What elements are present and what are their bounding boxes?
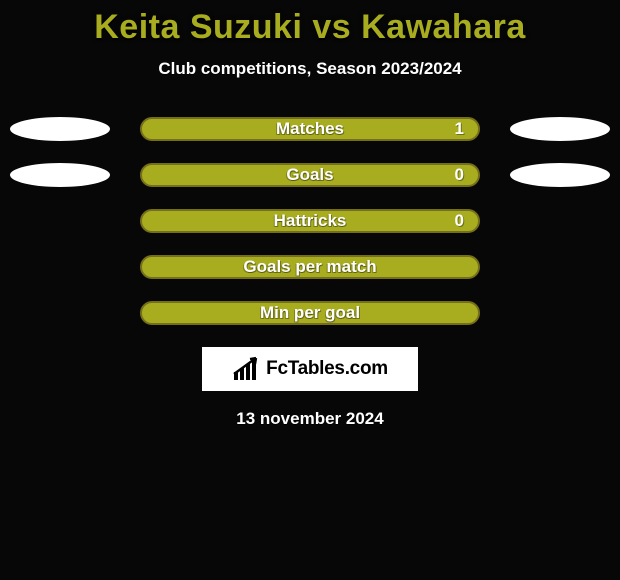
stat-bar: Goals per match — [140, 255, 480, 279]
stat-row-goals: Goals 0 — [0, 163, 620, 187]
snapshot-date: 13 november 2024 — [0, 409, 620, 429]
stat-rows: Matches 1 Goals 0 Hattricks 0 Goals per … — [0, 117, 620, 325]
stat-value: 0 — [455, 165, 464, 185]
stat-bar: Hattricks 0 — [140, 209, 480, 233]
stat-row-min-per-goal: Min per goal — [0, 301, 620, 325]
comparison-title: Keita Suzuki vs Kawahara — [0, 0, 620, 47]
stat-label: Goals per match — [243, 257, 376, 277]
comparison-subtitle: Club competitions, Season 2023/2024 — [0, 59, 620, 79]
stat-bar: Min per goal — [140, 301, 480, 325]
stat-value: 1 — [455, 119, 464, 139]
stat-label: Matches — [276, 119, 344, 139]
barchart-arrow-icon — [232, 356, 262, 382]
stat-value: 0 — [455, 211, 464, 231]
stat-row-hattricks: Hattricks 0 — [0, 209, 620, 233]
right-marker-ellipse — [510, 163, 610, 187]
stat-bar: Matches 1 — [140, 117, 480, 141]
stat-bar: Goals 0 — [140, 163, 480, 187]
stat-label: Hattricks — [274, 211, 347, 231]
logo-text: FcTables.com — [266, 358, 388, 380]
fctables-logo[interactable]: FcTables.com — [202, 347, 418, 391]
stat-label: Min per goal — [260, 303, 360, 323]
left-marker-ellipse — [10, 117, 110, 141]
stat-row-matches: Matches 1 — [0, 117, 620, 141]
stat-row-goals-per-match: Goals per match — [0, 255, 620, 279]
right-marker-ellipse — [510, 117, 610, 141]
stat-label: Goals — [286, 165, 333, 185]
left-marker-ellipse — [10, 163, 110, 187]
